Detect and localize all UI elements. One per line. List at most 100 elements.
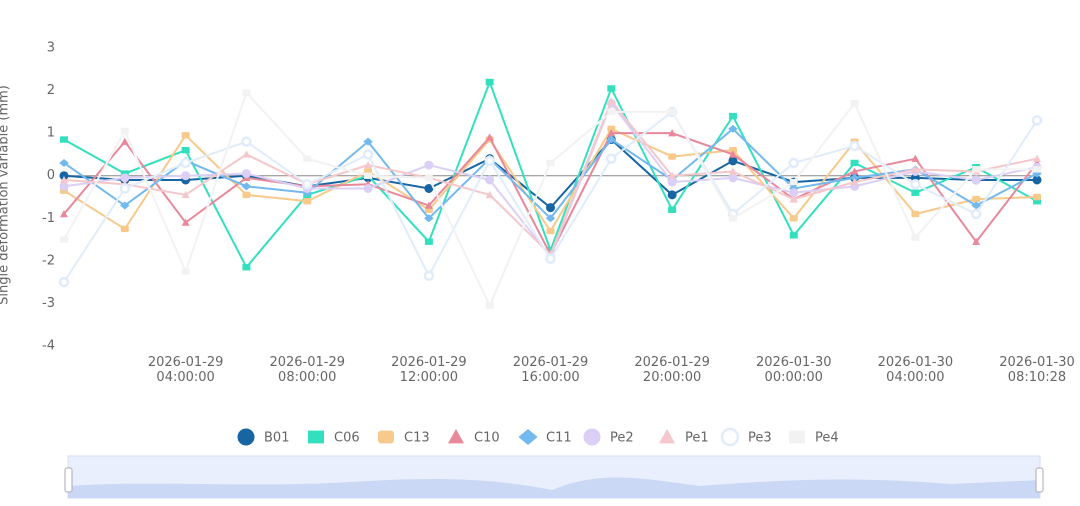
data-point <box>1033 166 1041 173</box>
legend-item[interactable]: C13 <box>378 431 430 446</box>
data-point <box>850 167 859 175</box>
data-point <box>972 195 981 203</box>
data-point <box>485 78 494 86</box>
data-point <box>242 150 251 158</box>
legend-item[interactable]: Pe2 <box>583 428 634 446</box>
data-point <box>302 178 313 190</box>
data-point <box>58 276 70 288</box>
legend-item[interactable]: Pe1 <box>659 429 709 446</box>
legend-symbol <box>237 428 255 446</box>
data-point <box>606 153 617 164</box>
data-point <box>667 177 677 187</box>
data-point <box>120 137 129 145</box>
data-point <box>59 158 69 167</box>
data-point <box>789 195 798 203</box>
legend-symbol <box>583 428 601 446</box>
data-point <box>424 160 434 170</box>
legend-item[interactable]: C11 <box>518 429 572 446</box>
legend-item[interactable]: C10 <box>448 429 500 446</box>
data-point <box>242 89 251 96</box>
data-point <box>911 165 920 173</box>
x-tick-label: 2026-01-29 08:00:00 <box>269 355 345 385</box>
legend-item[interactable]: C06 <box>308 431 360 446</box>
data-point <box>1033 198 1041 205</box>
data-point <box>424 214 434 223</box>
data-point <box>668 171 677 179</box>
data-point <box>607 97 616 105</box>
data-point <box>970 208 982 220</box>
data-point <box>911 189 920 196</box>
data-point <box>484 155 495 167</box>
data-point <box>424 201 433 209</box>
data-point <box>545 214 556 223</box>
data-point <box>850 178 859 186</box>
legend-label: Pe1 <box>685 431 709 446</box>
legend-symbol <box>789 430 805 444</box>
data-point <box>180 157 191 169</box>
series-line <box>63 132 1038 257</box>
zoom-handle[interactable] <box>1035 467 1044 493</box>
data-zoom[interactable] <box>64 455 1044 499</box>
data-point <box>850 100 859 107</box>
data-point <box>303 155 312 162</box>
data-point <box>424 238 433 245</box>
data-point <box>363 137 373 146</box>
legend-symbol <box>659 429 675 444</box>
legend-label: C11 <box>546 431 572 446</box>
series <box>58 106 1043 288</box>
data-point <box>667 190 677 200</box>
data-point <box>60 136 68 143</box>
data-point <box>242 264 251 271</box>
x-tick-label: 2026-01-30 00:00:00 <box>756 355 832 385</box>
x-tick-label: 2026-01-30 04:00:00 <box>878 355 954 385</box>
legend-symbol <box>308 430 324 444</box>
data-point <box>972 166 981 173</box>
x-tick-label: 2026-01-29 04:00:00 <box>148 355 224 385</box>
data-point <box>546 227 555 235</box>
y-tick-label: 3 <box>47 41 55 56</box>
data-point <box>728 112 737 120</box>
data-point <box>363 183 373 193</box>
data-point <box>911 154 920 162</box>
data-point <box>668 129 677 137</box>
legend-symbol <box>448 429 464 444</box>
data-point <box>181 218 190 226</box>
y-tick-label: -4 <box>42 339 55 354</box>
legend-item[interactable]: Pe3 <box>720 427 772 447</box>
legend-label: B01 <box>264 431 289 446</box>
data-point <box>485 190 494 199</box>
data-point <box>607 85 616 92</box>
legend-label: C13 <box>404 431 430 446</box>
data-point <box>728 167 737 175</box>
data-point <box>181 268 190 275</box>
data-point <box>728 156 738 166</box>
data-point <box>788 157 799 169</box>
legend-symbol <box>518 429 538 445</box>
y-tick-label: -2 <box>42 253 55 268</box>
data-point <box>728 173 738 183</box>
data-point <box>181 146 190 154</box>
legend-item[interactable]: B01 <box>237 428 289 446</box>
y-tick-label: 2 <box>47 83 55 98</box>
x-tick-label: 2026-01-30 08:10:28 <box>999 355 1075 385</box>
data-point <box>607 108 616 116</box>
legend-label: Pe2 <box>610 431 634 446</box>
legend-label: C10 <box>474 431 500 446</box>
x-tick-label: 2026-01-29 20:00:00 <box>634 355 710 385</box>
data-point <box>728 215 737 222</box>
data-point <box>120 225 129 233</box>
data-point <box>119 183 131 194</box>
data-point <box>668 206 677 213</box>
y-tick-label: -1 <box>42 211 55 226</box>
zoom-handle[interactable] <box>64 467 73 493</box>
data-point <box>972 237 981 245</box>
legend-item[interactable]: Pe4 <box>789 431 839 446</box>
data-point <box>971 175 981 185</box>
data-point <box>1033 154 1041 162</box>
data-point <box>120 201 130 210</box>
data-point <box>241 169 251 179</box>
data-point <box>668 153 677 160</box>
y-tick-label: 1 <box>47 126 55 141</box>
data-point <box>546 203 555 213</box>
